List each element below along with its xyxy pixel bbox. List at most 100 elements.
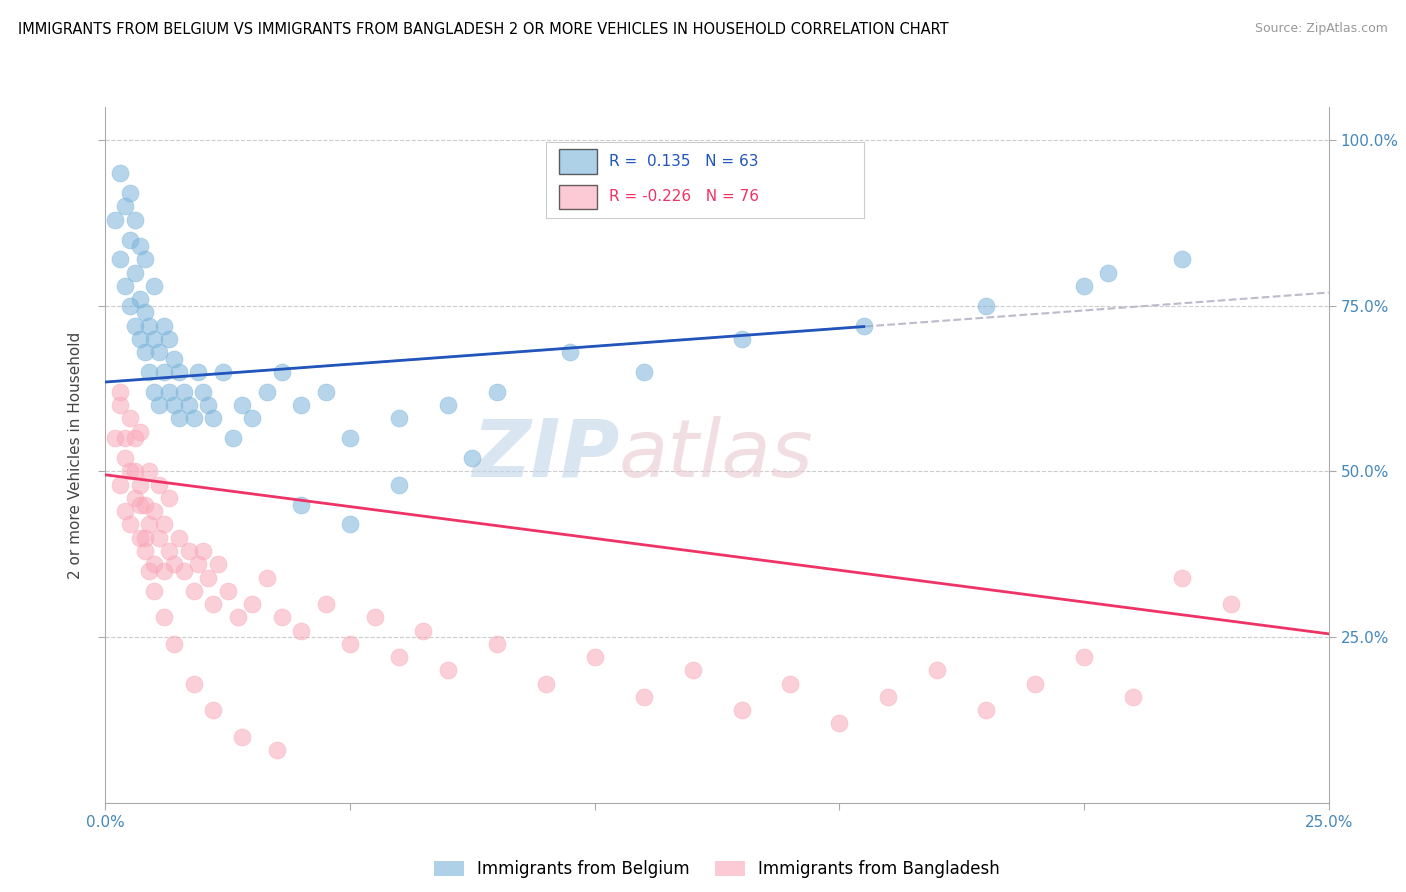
Point xyxy=(240,597,263,611)
Point xyxy=(108,384,131,399)
Point xyxy=(202,597,225,611)
Point xyxy=(177,398,200,412)
Point xyxy=(128,332,150,346)
Point xyxy=(143,384,166,399)
Point xyxy=(412,624,434,638)
Point xyxy=(124,491,146,505)
Point xyxy=(153,610,176,624)
Point xyxy=(118,186,141,201)
Point xyxy=(138,564,160,578)
Point xyxy=(193,544,215,558)
Point xyxy=(1024,676,1046,690)
Point xyxy=(183,676,205,690)
Point xyxy=(974,299,997,313)
Point xyxy=(363,610,385,624)
Legend: Immigrants from Belgium, Immigrants from Bangladesh: Immigrants from Belgium, Immigrants from… xyxy=(427,854,1007,885)
Point xyxy=(167,531,190,545)
Point xyxy=(1073,650,1095,665)
Point xyxy=(207,558,229,572)
Point xyxy=(231,398,253,412)
Point xyxy=(1073,279,1095,293)
Point xyxy=(485,384,508,399)
Point xyxy=(134,252,156,267)
Point xyxy=(339,637,361,651)
Point xyxy=(118,299,141,313)
Point xyxy=(927,663,949,677)
Y-axis label: 2 or more Vehicles in Household: 2 or more Vehicles in Household xyxy=(67,331,83,579)
Point xyxy=(183,411,205,425)
Point xyxy=(157,544,180,558)
Point xyxy=(682,663,704,677)
Point xyxy=(157,491,180,505)
Point xyxy=(148,398,170,412)
Point xyxy=(143,279,166,293)
Text: R = -0.226   N = 76: R = -0.226 N = 76 xyxy=(609,189,759,204)
Point xyxy=(128,498,150,512)
Point xyxy=(339,517,361,532)
Point xyxy=(124,431,146,445)
Point xyxy=(108,252,131,267)
Point xyxy=(240,411,263,425)
Point xyxy=(266,743,288,757)
Point xyxy=(163,637,186,651)
Point xyxy=(270,610,292,624)
Point xyxy=(187,365,209,379)
Point xyxy=(730,332,752,346)
Point xyxy=(437,663,460,677)
Point xyxy=(138,365,160,379)
Point xyxy=(1219,597,1241,611)
Point xyxy=(143,583,166,598)
Point xyxy=(1171,252,1194,267)
Point xyxy=(534,676,557,690)
Point xyxy=(148,477,170,491)
Point xyxy=(828,716,851,731)
Point xyxy=(114,451,136,466)
Point xyxy=(163,558,186,572)
Point xyxy=(270,365,292,379)
Point xyxy=(852,318,875,333)
Point xyxy=(877,690,900,704)
Point xyxy=(124,212,146,227)
Point xyxy=(143,504,166,518)
Point xyxy=(114,504,136,518)
Point xyxy=(124,318,146,333)
Point xyxy=(148,531,170,545)
Point xyxy=(1122,690,1144,704)
Point xyxy=(118,517,141,532)
Point xyxy=(290,398,312,412)
Point xyxy=(163,398,186,412)
Text: R =  0.135   N = 63: R = 0.135 N = 63 xyxy=(609,154,759,169)
Text: Source: ZipAtlas.com: Source: ZipAtlas.com xyxy=(1254,22,1388,36)
Point xyxy=(633,365,655,379)
Point xyxy=(128,292,150,306)
Point xyxy=(388,477,411,491)
Point xyxy=(202,703,225,717)
Point xyxy=(217,583,239,598)
Point xyxy=(256,570,278,584)
Point xyxy=(153,517,176,532)
Point xyxy=(157,384,180,399)
Point xyxy=(138,465,160,479)
Point xyxy=(485,637,508,651)
Point xyxy=(148,345,170,359)
Text: IMMIGRANTS FROM BELGIUM VS IMMIGRANTS FROM BANGLADESH 2 OR MORE VEHICLES IN HOUS: IMMIGRANTS FROM BELGIUM VS IMMIGRANTS FR… xyxy=(18,22,949,37)
Point xyxy=(315,384,337,399)
Point xyxy=(108,166,131,180)
Point xyxy=(187,558,209,572)
Point xyxy=(202,411,225,425)
Point xyxy=(134,544,156,558)
Point xyxy=(114,431,136,445)
Point xyxy=(193,384,215,399)
Point xyxy=(118,465,141,479)
Point xyxy=(138,318,160,333)
Point xyxy=(124,465,146,479)
Point xyxy=(104,431,127,445)
Point xyxy=(388,411,411,425)
Point xyxy=(1171,570,1194,584)
Point xyxy=(339,431,361,445)
Text: ZIP: ZIP xyxy=(472,416,619,494)
Point xyxy=(114,199,136,213)
Point xyxy=(231,730,253,744)
Point xyxy=(134,345,156,359)
Point xyxy=(560,345,582,359)
